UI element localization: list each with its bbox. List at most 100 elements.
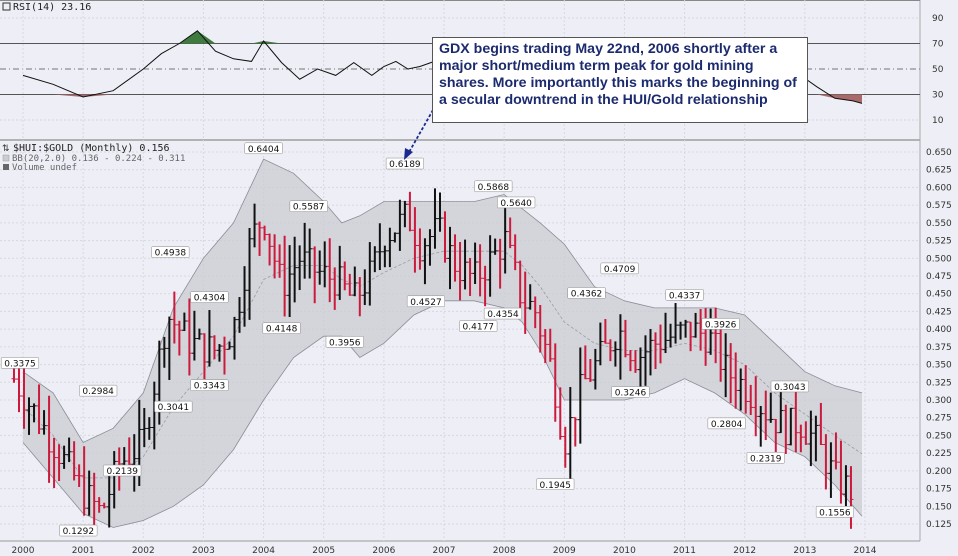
price-bar-down	[96, 497, 102, 513]
price-bar-up	[226, 341, 232, 350]
rsi-legend-swatch	[2, 2, 11, 11]
price-bar-down	[452, 234, 458, 282]
price-label: 0.4938	[155, 249, 187, 259]
price-bar-down	[327, 238, 333, 303]
x-tick-label: 2006	[372, 546, 395, 556]
price-label: 0.4527	[410, 298, 442, 308]
price-bar-down	[36, 384, 42, 435]
price-bar-up	[527, 284, 533, 310]
price-tick-label: 0.350	[926, 361, 952, 371]
price-bar-up	[738, 368, 744, 411]
price-bar-up	[668, 323, 674, 348]
price-label: 0.1945	[540, 481, 572, 491]
price-bar-down	[728, 343, 734, 404]
price-label: 0.3043	[774, 383, 806, 393]
volume-legend-swatch	[3, 164, 9, 170]
price-label-box	[611, 386, 650, 398]
price-bar-up	[492, 238, 498, 255]
price-bar-down	[562, 426, 568, 468]
price-bar-up	[592, 348, 598, 390]
x-tick-label: 2000	[12, 546, 35, 556]
price-bar-up	[206, 310, 212, 367]
price-bar-up	[788, 407, 794, 446]
price-bar-down	[803, 421, 809, 445]
x-tick-label: 2012	[733, 546, 756, 556]
price-bar-down	[532, 296, 538, 329]
price-bar-up	[66, 437, 72, 463]
price-label: 0.2984	[82, 387, 114, 397]
price-tick-label: 0.325	[926, 378, 952, 388]
price-bar-down	[773, 418, 779, 457]
price-tick-labels: 0.650 0.625 0.600 0.575 0.550 0.525 0.500 0.475…	[926, 148, 952, 530]
price-tick-label: 0.575	[926, 201, 952, 211]
price-bar-up	[778, 389, 784, 434]
price-tick-label: 0.400	[926, 325, 952, 335]
annotation-callout: GDX begins trading May 22nd, 2006 shortl…	[432, 37, 808, 123]
price-bar-down	[211, 335, 217, 360]
price-tick-label: 0.225	[926, 449, 952, 459]
x-tick-labels: 2000 2001 2002 2003 2004 2005 2006 2007 2008 2009…	[12, 546, 877, 556]
price-bar-up	[723, 333, 729, 398]
price-bar-down	[622, 319, 628, 358]
price-label-box	[59, 524, 98, 537]
price-tick-label: 0.525	[926, 237, 952, 247]
price-bar-up	[317, 250, 323, 285]
x-tick-label: 2001	[72, 546, 95, 556]
price-label-box	[567, 287, 606, 299]
price-bar-down	[56, 444, 62, 481]
price-bar-up	[287, 245, 293, 317]
bollinger-band-fill	[23, 159, 862, 528]
annotation-arrowhead	[404, 148, 413, 160]
price-label: 0.3343	[194, 382, 226, 392]
x-tick-label: 2010	[613, 546, 636, 556]
price-bar-up	[437, 192, 443, 232]
price-label: 0.6404	[248, 145, 280, 155]
price-bar-up	[131, 434, 137, 492]
price-bar-down	[552, 343, 558, 422]
price-bar-down	[653, 332, 659, 370]
price-bar-down	[753, 376, 759, 437]
price-label-box	[497, 196, 536, 209]
volume-label: Volume undef	[12, 163, 77, 173]
price-tick-label: 0.450	[926, 290, 952, 300]
price-bar-up	[191, 310, 197, 361]
price-bar-up	[292, 236, 298, 303]
price-bar-up	[612, 341, 618, 367]
price-tick-label: 0.550	[926, 219, 952, 229]
rsi-tick-label: 50	[932, 65, 944, 75]
price-tick-label: 0.625	[926, 166, 952, 176]
price-bar-up	[597, 322, 603, 366]
price-label-box	[289, 200, 328, 212]
price-bar-up	[26, 397, 32, 435]
price-bar-down	[482, 265, 488, 307]
price-bar-up	[106, 472, 112, 528]
price-bar-down	[733, 352, 739, 409]
price-bar-up	[146, 417, 152, 440]
price-bar-up	[252, 203, 258, 248]
price-label-box	[406, 295, 446, 308]
price-bar-down	[838, 440, 844, 504]
rsi-tick-label: 70	[932, 40, 944, 50]
price-bar-up	[166, 316, 172, 380]
price-bar-down	[783, 404, 789, 455]
rsi-tick-label: 30	[932, 91, 944, 101]
price-tick-label: 0.200	[926, 467, 952, 477]
price-bar-down	[718, 323, 724, 382]
bb-legend-swatch	[2, 154, 10, 162]
price-label: 0.4354	[487, 310, 519, 320]
price-bar-down	[46, 395, 52, 483]
price-label-box	[536, 478, 575, 491]
x-tick-label: 2005	[312, 546, 335, 556]
price-tick-label: 0.150	[926, 502, 952, 512]
price-bar-down	[442, 211, 448, 263]
price-bar-down	[467, 257, 473, 296]
price-tick-label: 0.250	[926, 431, 952, 441]
price-bar-down	[267, 233, 273, 266]
price-bar-up	[422, 238, 428, 285]
price-bar-up	[242, 266, 248, 327]
price-label: 0.4709	[604, 265, 636, 275]
price-label: $HUI:$GOLD (Monthly) 0.156	[13, 143, 170, 154]
price-bar-down	[713, 307, 719, 364]
price-bar-up	[663, 312, 669, 354]
